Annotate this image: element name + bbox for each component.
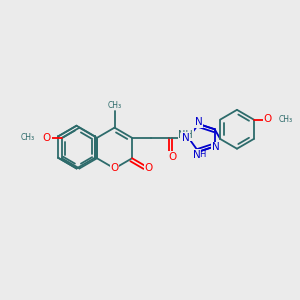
Text: N: N xyxy=(195,117,203,127)
Text: O: O xyxy=(264,114,272,124)
Text: O: O xyxy=(168,152,176,162)
Text: O: O xyxy=(43,133,51,143)
Text: N: N xyxy=(182,133,190,143)
Text: N: N xyxy=(212,142,220,152)
Text: N: N xyxy=(193,150,200,160)
Text: O: O xyxy=(110,164,118,173)
Text: H: H xyxy=(199,150,206,159)
Text: NH: NH xyxy=(178,130,193,140)
Text: O: O xyxy=(144,163,153,173)
Text: CH₃: CH₃ xyxy=(107,101,122,110)
Text: CH₃: CH₃ xyxy=(21,133,35,142)
Text: CH₃: CH₃ xyxy=(279,115,293,124)
